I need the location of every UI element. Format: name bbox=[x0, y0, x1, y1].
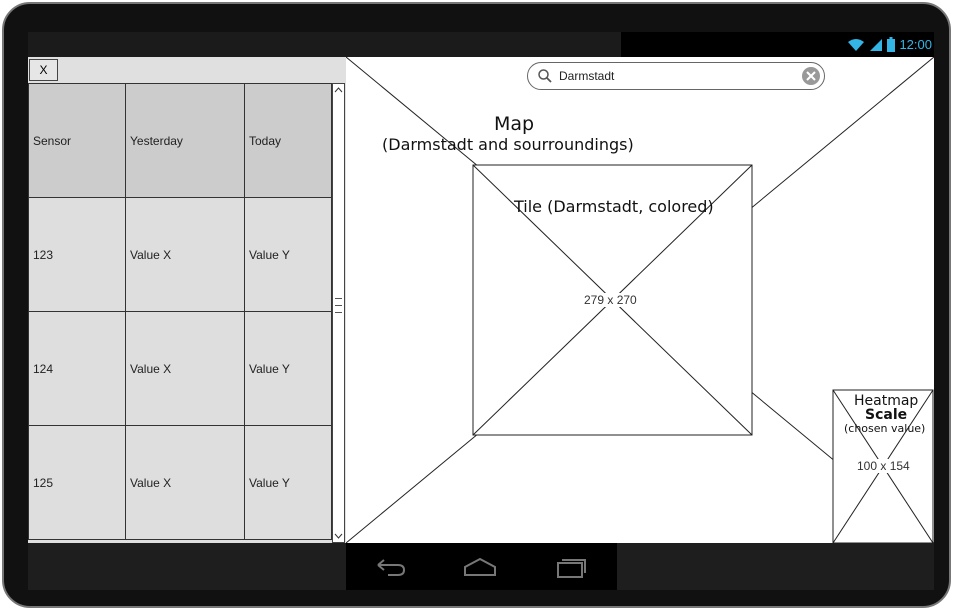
home-icon[interactable] bbox=[462, 555, 498, 579]
heatmap-size-label: 100 x 154 bbox=[856, 459, 911, 473]
scroll-down-icon[interactable] bbox=[333, 530, 344, 542]
search-bar[interactable] bbox=[527, 62, 825, 90]
column-header-yesterday[interactable]: Yesterday bbox=[125, 83, 245, 198]
wifi-icon bbox=[847, 38, 865, 52]
sensor-id-cell: 123 bbox=[28, 197, 126, 312]
tile-title: Tile (Darmstadt, colored) bbox=[514, 197, 714, 216]
app-content: X Sensor Yesterday Today 123 Value X Val… bbox=[28, 57, 934, 543]
table-row[interactable]: 125 Value X Value Y bbox=[28, 425, 332, 540]
table-header-row: Sensor Yesterday Today bbox=[28, 83, 332, 198]
search-input[interactable] bbox=[557, 68, 791, 84]
column-header-today[interactable]: Today bbox=[244, 83, 332, 198]
table-scrollbar[interactable] bbox=[332, 83, 345, 543]
yesterday-value-cell: Value X bbox=[125, 197, 245, 312]
map-subtitle: (Darmstadt and sourroundings) bbox=[382, 135, 634, 154]
scroll-grip-icon[interactable] bbox=[335, 298, 342, 322]
map-view[interactable]: Map (Darmstadt and sourroundings) Tile (… bbox=[346, 57, 934, 543]
sensor-id-cell: 124 bbox=[28, 311, 126, 426]
heatmap-note: (chosen value) bbox=[844, 422, 926, 435]
heatmap-scale-label: Scale bbox=[865, 407, 908, 423]
nav-bar bbox=[28, 543, 934, 590]
recent-apps-icon[interactable] bbox=[552, 555, 588, 579]
today-value-cell: Value Y bbox=[244, 197, 332, 312]
yesterday-value-cell: Value X bbox=[125, 425, 245, 540]
today-value-cell: Value Y bbox=[244, 311, 332, 426]
clear-icon[interactable] bbox=[801, 66, 821, 86]
map-placeholder-lines bbox=[346, 57, 934, 543]
table-row[interactable]: 124 Value X Value Y bbox=[28, 311, 332, 426]
tile-size-label: 279 x 270 bbox=[583, 293, 638, 307]
search-icon bbox=[538, 69, 552, 83]
clock: 12:00 bbox=[899, 37, 932, 52]
yesterday-value-cell: Value X bbox=[125, 311, 245, 426]
back-icon[interactable] bbox=[372, 555, 408, 579]
today-value-cell: Value Y bbox=[244, 425, 332, 540]
status-bar: 12:00 bbox=[28, 32, 934, 57]
signal-icon bbox=[869, 38, 883, 52]
battery-icon bbox=[887, 37, 896, 52]
map-title: Map bbox=[492, 113, 537, 135]
column-header-sensor[interactable]: Sensor bbox=[28, 83, 126, 198]
close-button[interactable]: X bbox=[29, 59, 58, 81]
table-row[interactable]: 123 Value X Value Y bbox=[28, 197, 332, 312]
sensor-panel: X Sensor Yesterday Today 123 Value X Val… bbox=[28, 57, 346, 543]
heatmap-title: Heatmap bbox=[854, 393, 919, 409]
screen: 12:00 X Sensor Yesterday Today 123 Value… bbox=[28, 32, 934, 590]
sensor-id-cell: 125 bbox=[28, 425, 126, 540]
scroll-up-icon[interactable] bbox=[333, 84, 344, 96]
sensor-table: Sensor Yesterday Today 123 Value X Value… bbox=[28, 83, 332, 540]
